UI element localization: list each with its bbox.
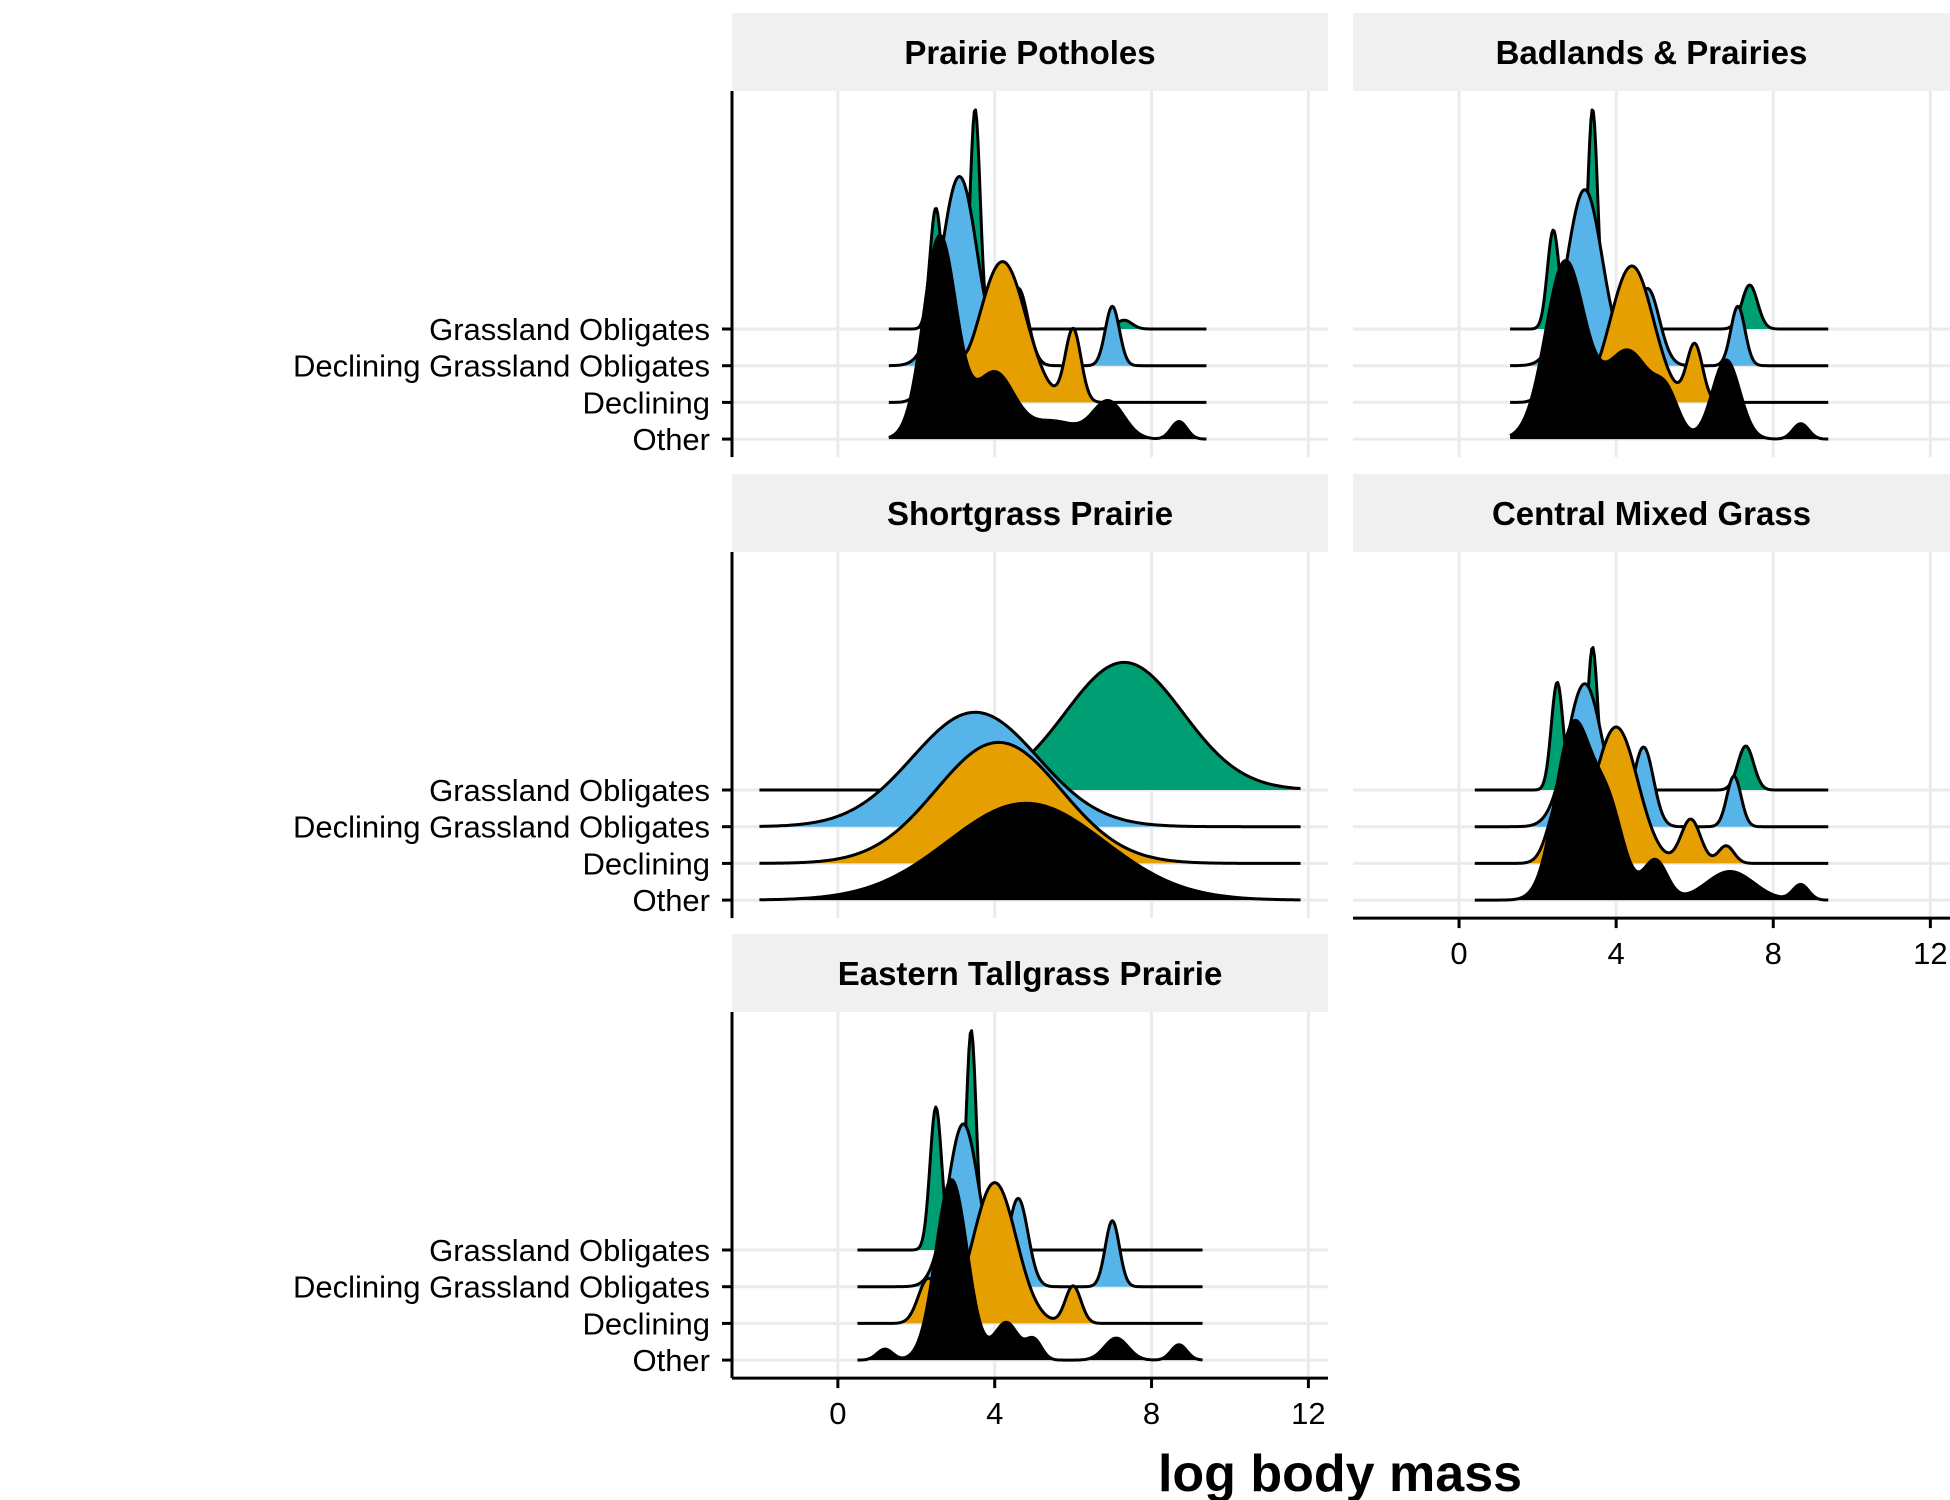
ridge-fill-declining-grassland-obligates	[888, 176, 1207, 366]
y-tick-label: Grassland Obligates	[429, 1233, 710, 1268]
x-axis-label: log body mass	[1158, 1445, 1522, 1500]
facet-central-mixed-grass: Central Mixed Grass 0 4 8 12	[1353, 474, 1950, 971]
y-tick-label: Grassland Obligates	[429, 312, 710, 347]
ridge-fill-other	[888, 235, 1207, 440]
x-tick-label: 8	[1765, 936, 1782, 971]
facet-strip	[1353, 13, 1950, 91]
ridge-line-other	[857, 1178, 1203, 1362]
y-tick-label: Declining	[582, 846, 710, 881]
y-tick-label: Grassland Obligates	[429, 773, 710, 808]
facet-badlands-and-prairies: Badlands & Prairies	[1353, 13, 1950, 458]
y-tick-label: Declining Grassland Obligates	[293, 810, 710, 845]
ridge-line-declining	[857, 1181, 1203, 1325]
facet-title: Eastern Tallgrass Prairie	[838, 955, 1223, 992]
facet-strip	[1353, 474, 1950, 552]
ridge-fill-other	[857, 1179, 1203, 1361]
ridge-line-declining-grassland-obligates	[1474, 682, 1829, 829]
ridge-fill-declining-grassland-obligates	[1510, 189, 1829, 366]
ridge-line-declining	[759, 740, 1301, 865]
ridge-line-declining	[1474, 725, 1829, 865]
ridge-fill-grassland-obligates	[759, 662, 1301, 790]
facet-title: Central Mixed Grass	[1492, 495, 1811, 532]
ridge-line-other	[888, 233, 1207, 441]
facet-title: Prairie Potholes	[904, 34, 1155, 71]
y-tick-label: Declining	[582, 385, 710, 420]
facet-strip	[732, 13, 1328, 91]
y-tick-label: Other	[632, 883, 710, 918]
facet-strip	[732, 934, 1328, 1012]
x-tick-label: 12	[1291, 1396, 1325, 1431]
y-tick-label: Declining	[582, 1306, 710, 1341]
facet-title: Shortgrass Prairie	[887, 495, 1173, 532]
ridge-line-other	[1509, 259, 1829, 441]
facet-eastern-tallgrass-prairie: Eastern Tallgrass Prairie Grassland Oblig…	[293, 934, 1328, 1431]
ridge-fill-declining	[857, 1182, 1203, 1324]
facet-title: Badlands & Prairies	[1496, 34, 1808, 71]
y-tick-label: Declining Grassland Obligates	[293, 1270, 710, 1305]
ridge-line-declining-grassland-obligates	[759, 710, 1301, 829]
ridge-line-other	[1474, 718, 1829, 902]
x-tick-label: 12	[1913, 936, 1947, 971]
ridge-fill-other	[1510, 260, 1829, 440]
x-tick-label: 0	[829, 1396, 846, 1431]
y-tick-label: Declining Grassland Obligates	[293, 349, 710, 384]
ridge-line-other	[759, 801, 1301, 902]
y-tick-label: Other	[632, 1343, 710, 1378]
x-tick-label: 8	[1143, 1396, 1160, 1431]
ridge-fill-other	[759, 803, 1301, 901]
x-tick-label: 4	[1608, 936, 1625, 971]
facet-strip	[732, 474, 1328, 552]
y-tick-label: Other	[632, 422, 710, 457]
x-tick-label: 4	[986, 1396, 1003, 1431]
x-tick-label: 0	[1450, 936, 1467, 971]
ridge-line-declining-grassland-obligates	[857, 1122, 1203, 1289]
ridge-fill-other	[1474, 720, 1829, 901]
